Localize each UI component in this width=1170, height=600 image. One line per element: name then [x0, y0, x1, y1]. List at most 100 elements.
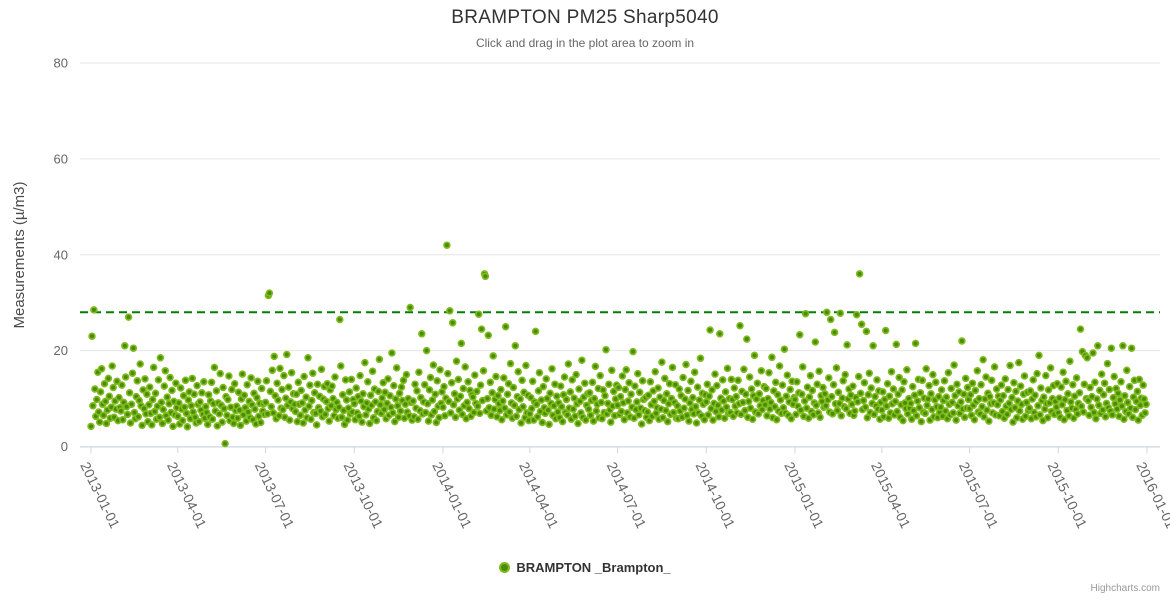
data-point[interactable] [651, 367, 659, 376]
data-point[interactable] [581, 416, 590, 424]
data-point[interactable] [196, 398, 204, 406]
data-point[interactable] [91, 385, 99, 393]
data-point[interactable] [1092, 414, 1100, 423]
data-point[interactable] [1010, 378, 1018, 387]
data-point[interactable] [671, 380, 680, 389]
data-point[interactable] [1131, 405, 1140, 414]
data-point[interactable] [643, 408, 652, 416]
data-point[interactable] [426, 373, 435, 382]
data-point[interactable] [743, 335, 751, 343]
data-point[interactable] [1089, 349, 1097, 357]
data-point[interactable] [838, 394, 847, 402]
data-point[interactable] [719, 397, 728, 405]
data-point[interactable] [280, 371, 288, 380]
data-point[interactable] [776, 396, 785, 404]
data-point[interactable] [574, 419, 582, 428]
data-point[interactable] [118, 381, 126, 389]
data-point[interactable] [285, 416, 294, 424]
data-point[interactable] [96, 388, 105, 396]
data-point[interactable] [828, 410, 837, 418]
data-point[interactable] [829, 380, 838, 389]
data-point[interactable] [1117, 378, 1125, 386]
data-point[interactable] [750, 351, 759, 360]
data-point[interactable] [821, 390, 829, 398]
data-point[interactable] [825, 374, 833, 382]
data-point[interactable] [633, 398, 641, 406]
data-point[interactable] [629, 347, 637, 356]
data-point[interactable] [104, 374, 113, 383]
data-point[interactable] [937, 386, 946, 394]
data-point[interactable] [681, 395, 689, 403]
data-point[interactable] [251, 405, 259, 413]
data-point[interactable] [869, 342, 877, 350]
data-point[interactable] [742, 390, 750, 398]
data-point[interactable] [763, 412, 771, 420]
data-point[interactable] [499, 397, 507, 405]
data-point[interactable] [487, 411, 495, 420]
data-point[interactable] [108, 362, 116, 370]
data-point[interactable] [1076, 325, 1085, 333]
data-point[interactable] [253, 393, 261, 402]
data-point[interactable] [630, 414, 638, 422]
data-point[interactable] [691, 402, 700, 411]
data-point[interactable] [322, 397, 331, 406]
data-point[interactable] [1026, 387, 1035, 395]
data-point[interactable] [767, 398, 775, 407]
data-point[interactable] [873, 376, 881, 384]
data-point[interactable] [296, 411, 305, 420]
data-point[interactable] [816, 413, 824, 422]
data-point[interactable] [975, 394, 983, 403]
data-point[interactable] [1077, 402, 1086, 410]
data-point[interactable] [262, 377, 271, 385]
data-point[interactable] [585, 389, 594, 397]
data-point[interactable] [539, 382, 548, 391]
data-point[interactable] [669, 408, 678, 417]
data-point[interactable] [216, 369, 224, 378]
data-point[interactable] [562, 395, 571, 404]
data-point[interactable] [744, 397, 753, 406]
data-point[interactable] [953, 380, 961, 388]
data-point[interactable] [578, 356, 586, 364]
data-point[interactable] [592, 407, 601, 415]
data-point[interactable] [700, 415, 709, 424]
data-point[interactable] [963, 383, 972, 392]
data-point[interactable] [682, 360, 690, 369]
data-point[interactable] [571, 412, 579, 421]
data-point[interactable] [910, 391, 919, 399]
data-point[interactable] [1097, 370, 1106, 378]
data-point[interactable] [801, 309, 810, 318]
data-point[interactable] [557, 402, 566, 411]
data-point[interactable] [100, 379, 109, 388]
data-point[interactable] [420, 380, 429, 389]
data-point[interactable] [247, 374, 255, 382]
data-point[interactable] [123, 410, 132, 419]
data-point[interactable] [517, 419, 525, 427]
data-point[interactable] [234, 388, 243, 397]
data-point[interactable] [605, 380, 613, 388]
data-point[interactable] [950, 361, 958, 369]
data-point[interactable] [204, 390, 213, 399]
data-point[interactable] [548, 365, 556, 373]
data-point[interactable] [331, 373, 339, 381]
data-point[interactable] [446, 409, 455, 417]
data-point[interactable] [531, 327, 540, 336]
data-point[interactable] [422, 346, 431, 355]
data-point[interactable] [293, 417, 302, 426]
data-point[interactable] [1100, 379, 1109, 387]
data-point[interactable] [429, 361, 438, 369]
data-point[interactable] [1004, 385, 1012, 394]
data-point[interactable] [522, 361, 530, 370]
data-point[interactable] [546, 389, 554, 398]
data-point[interactable] [718, 376, 727, 384]
data-point[interactable] [746, 404, 755, 412]
data-point[interactable] [906, 399, 915, 408]
data-point[interactable] [133, 377, 142, 385]
data-point[interactable] [283, 350, 291, 359]
data-point[interactable] [1083, 354, 1091, 362]
data-point[interactable] [200, 378, 208, 386]
data-point[interactable] [448, 319, 457, 327]
data-point[interactable] [528, 377, 537, 386]
data-point[interactable] [423, 400, 432, 408]
data-point[interactable] [792, 410, 800, 419]
